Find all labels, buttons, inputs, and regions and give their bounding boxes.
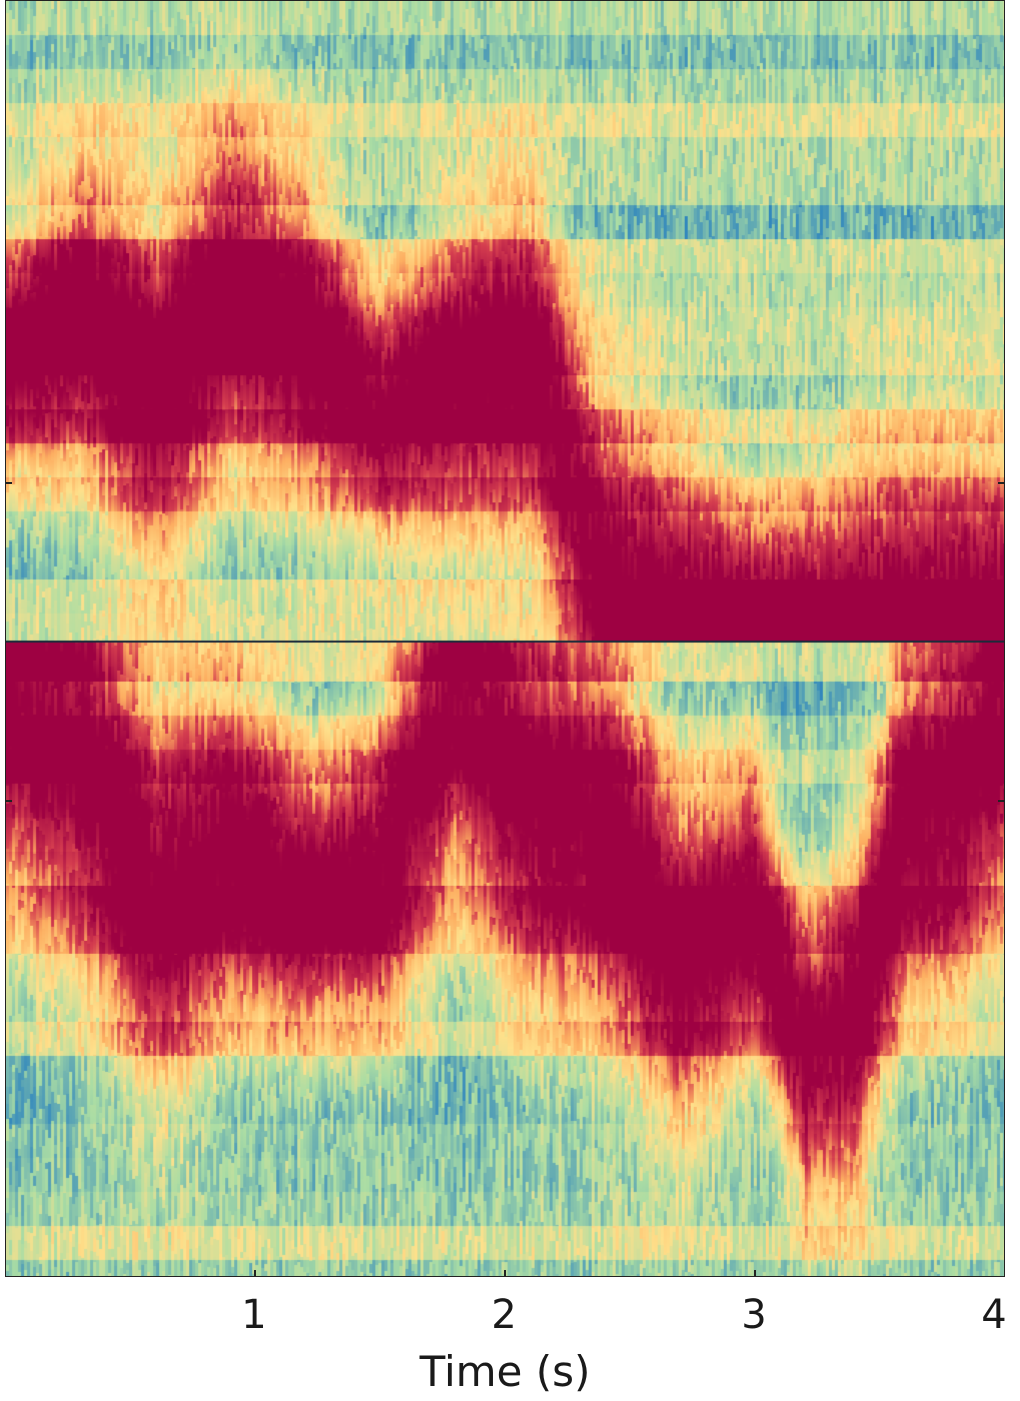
x-axis-label: Time (s) bbox=[419, 1347, 591, 1396]
x-tick-label: 3 bbox=[741, 1292, 767, 1338]
x-tick-mark bbox=[254, 1270, 256, 1277]
x-tick-mark bbox=[504, 1270, 506, 1277]
x-tick-mark bbox=[754, 1270, 756, 1277]
x-tick-label: 2 bbox=[491, 1292, 517, 1338]
x-tick-label: 1 bbox=[241, 1292, 267, 1338]
y-tick-mark-left bbox=[5, 482, 12, 484]
plot-area bbox=[5, 0, 1005, 1277]
y-tick-mark-left bbox=[5, 800, 12, 802]
spectrogram-heatmap bbox=[6, 1, 1004, 1276]
y-tick-mark-right bbox=[998, 800, 1005, 802]
x-tick-label: 4 bbox=[981, 1292, 1007, 1338]
y-tick-mark-right bbox=[998, 482, 1005, 484]
